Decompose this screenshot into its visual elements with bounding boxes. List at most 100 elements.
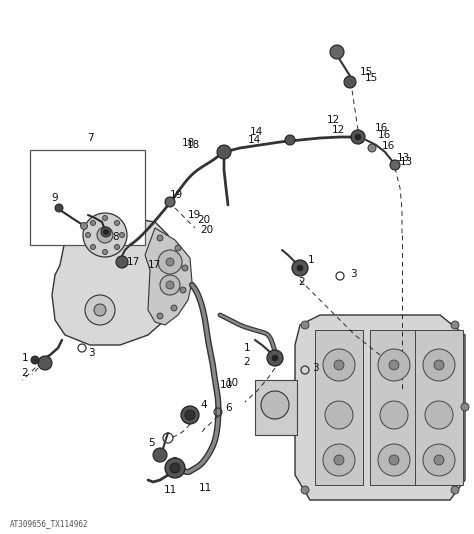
Circle shape [38, 356, 52, 370]
Circle shape [434, 360, 444, 370]
Circle shape [330, 45, 344, 59]
Circle shape [91, 245, 95, 249]
Circle shape [461, 403, 469, 411]
Text: 19: 19 [170, 190, 183, 200]
Text: 10: 10 [220, 380, 233, 390]
Text: 14: 14 [250, 127, 263, 137]
Circle shape [355, 134, 361, 140]
Circle shape [182, 265, 188, 271]
Text: 2: 2 [21, 368, 28, 378]
Circle shape [171, 305, 177, 311]
Text: 6: 6 [225, 403, 232, 413]
Circle shape [158, 250, 182, 274]
Text: 17: 17 [127, 257, 140, 267]
Text: 8: 8 [112, 232, 118, 242]
Text: 13: 13 [400, 157, 413, 167]
Text: 1: 1 [21, 353, 28, 363]
Circle shape [323, 349, 355, 381]
Circle shape [261, 391, 289, 419]
Text: 9: 9 [52, 193, 58, 203]
Circle shape [160, 275, 180, 295]
Circle shape [97, 227, 113, 243]
Circle shape [325, 401, 353, 429]
Circle shape [101, 227, 111, 237]
Text: 3: 3 [88, 348, 95, 358]
Circle shape [389, 360, 399, 370]
Circle shape [165, 458, 185, 478]
Text: 12: 12 [332, 125, 345, 135]
Bar [315, 330, 363, 485]
Circle shape [85, 295, 115, 325]
Circle shape [119, 232, 125, 238]
Circle shape [301, 321, 309, 329]
Text: 19: 19 [188, 210, 201, 220]
Text: 2: 2 [243, 357, 250, 367]
Circle shape [165, 197, 175, 207]
Circle shape [451, 321, 459, 329]
Text: 10: 10 [226, 378, 239, 388]
Circle shape [217, 145, 231, 159]
Circle shape [334, 360, 344, 370]
Circle shape [368, 144, 376, 152]
Circle shape [272, 355, 278, 361]
Circle shape [297, 265, 303, 271]
Bar [30, 150, 145, 245]
Circle shape [378, 444, 410, 476]
Text: 20: 20 [197, 215, 210, 225]
Circle shape [85, 232, 91, 238]
Circle shape [91, 221, 95, 225]
Circle shape [166, 281, 174, 289]
Circle shape [390, 160, 400, 170]
Text: 2: 2 [298, 277, 305, 287]
Circle shape [55, 204, 63, 212]
Circle shape [115, 245, 119, 249]
Bar [370, 330, 418, 485]
Text: 1: 1 [243, 343, 250, 353]
Circle shape [267, 350, 283, 366]
Text: 20: 20 [200, 225, 213, 235]
Circle shape [157, 313, 163, 319]
Text: 12: 12 [327, 115, 340, 125]
Text: 16: 16 [382, 141, 395, 151]
Text: 11: 11 [164, 485, 177, 495]
Text: 3: 3 [312, 363, 319, 373]
Circle shape [175, 245, 181, 251]
Text: AT309656_TX114962: AT309656_TX114962 [10, 519, 89, 528]
Circle shape [292, 260, 308, 276]
Circle shape [378, 349, 410, 381]
Circle shape [166, 258, 174, 266]
Circle shape [301, 486, 309, 494]
Text: 1: 1 [308, 255, 315, 265]
Circle shape [115, 221, 119, 225]
Text: 5: 5 [148, 438, 155, 448]
Text: 16: 16 [375, 123, 388, 133]
Circle shape [116, 256, 128, 268]
Text: 3: 3 [350, 269, 356, 279]
Text: 16: 16 [378, 130, 391, 140]
Bar [415, 330, 463, 485]
Polygon shape [295, 315, 465, 500]
Circle shape [451, 486, 459, 494]
Circle shape [81, 223, 88, 230]
Circle shape [423, 444, 455, 476]
Text: 17: 17 [148, 260, 161, 270]
Circle shape [323, 444, 355, 476]
Circle shape [344, 76, 356, 88]
Circle shape [380, 401, 408, 429]
Polygon shape [52, 218, 170, 345]
Circle shape [185, 410, 195, 420]
Text: 7: 7 [87, 133, 93, 143]
Circle shape [103, 230, 109, 234]
Text: 15: 15 [365, 73, 378, 83]
Circle shape [423, 349, 455, 381]
Circle shape [285, 135, 295, 145]
Circle shape [153, 448, 167, 462]
Text: 18: 18 [182, 138, 195, 148]
Text: 15: 15 [360, 67, 373, 77]
Circle shape [94, 304, 106, 316]
Circle shape [389, 455, 399, 465]
Text: 18: 18 [187, 140, 200, 150]
Text: 14: 14 [248, 135, 261, 145]
Circle shape [351, 130, 365, 144]
Circle shape [181, 406, 199, 424]
